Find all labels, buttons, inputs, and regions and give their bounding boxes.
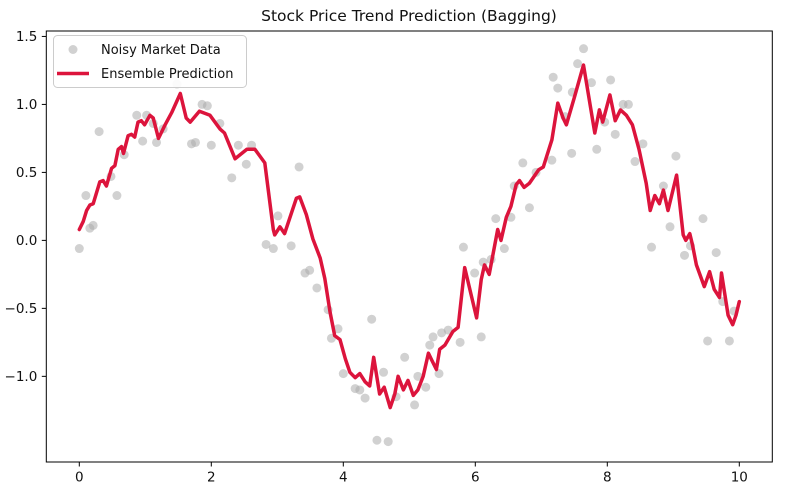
scatter-point [524, 203, 534, 213]
scatter-point [548, 72, 558, 82]
x-tick-label: 4 [339, 470, 348, 486]
scatter-point [206, 140, 216, 150]
scatter-point [247, 140, 257, 150]
scatter-point [499, 244, 509, 254]
scatter-point [333, 324, 343, 334]
scatter-point [268, 244, 278, 254]
scatter-point [233, 140, 243, 150]
scatter-point [355, 385, 365, 395]
scatter-point [410, 400, 420, 410]
scatter-point [553, 83, 563, 93]
scatter-point [470, 268, 480, 278]
scatter-point [567, 148, 577, 158]
y-tick-label: −0.5 [5, 301, 38, 317]
scatter-point [623, 99, 633, 109]
scatter-point [665, 222, 675, 232]
scatter-point [458, 242, 468, 252]
scatter-point [367, 314, 377, 324]
y-tick-label: 1.0 [16, 97, 37, 113]
scatter-point [724, 336, 734, 346]
scatter-point [547, 155, 557, 165]
scatter-point [360, 393, 370, 403]
scatter-point [421, 382, 431, 392]
x-tick-label: 6 [471, 470, 480, 486]
scatter-point [518, 158, 528, 168]
scatter-point [428, 332, 438, 342]
scatter-point [81, 191, 91, 201]
scatter-point [94, 127, 104, 137]
scatter-point [305, 265, 315, 275]
scatter-point [680, 250, 690, 260]
prediction-line-series [77, 63, 742, 410]
x-tick-label: 8 [603, 470, 612, 486]
scatter-point [658, 181, 668, 191]
y-tick-label: 0.5 [16, 165, 37, 181]
scatter-point [647, 242, 657, 252]
scatter-point [671, 151, 681, 161]
scatter-point [227, 173, 237, 183]
scatter-point [606, 75, 616, 85]
legend-label-ensemble-prediction: Ensemble Prediction [101, 67, 233, 82]
ensemble-prediction-line [77, 63, 742, 410]
scatter-point [294, 162, 304, 172]
scatter-point [434, 369, 444, 379]
scatter-point [132, 110, 142, 120]
scatter-point [273, 211, 283, 221]
scatter-point [286, 241, 296, 251]
axes-spines [45, 30, 773, 463]
scatter-point [241, 159, 251, 169]
x-tick-label: 10 [731, 470, 748, 486]
scatter-point [413, 371, 423, 381]
x-axis-ticks: 0 2 4 6 8 10 [75, 462, 748, 486]
scatter-point [190, 137, 200, 147]
scatter-point [383, 437, 393, 447]
scatter-point [138, 136, 148, 146]
scatter-point [630, 157, 640, 167]
scatter-point [698, 214, 708, 224]
scatter-point [312, 283, 322, 293]
y-tick-label: −1.0 [5, 369, 38, 385]
scatter-point [425, 340, 435, 350]
scatter-point [491, 214, 501, 224]
y-tick-label: 0.0 [16, 233, 37, 249]
scatter-point [88, 220, 98, 230]
scatter-point [74, 244, 84, 254]
scatter-point [379, 367, 389, 377]
scatter-point [586, 78, 596, 88]
legend-box [53, 35, 247, 88]
x-tick-label: 0 [75, 470, 84, 486]
scatter-point [338, 369, 348, 379]
legend: Noisy Market Data Ensemble Prediction [53, 35, 247, 88]
x-tick-label: 2 [207, 470, 216, 486]
legend-scatter-marker-icon [68, 45, 78, 54]
scatter-point [112, 191, 122, 201]
scatter-point [592, 144, 602, 154]
scatter-point [476, 332, 486, 342]
scatter-point [638, 139, 648, 149]
y-axis-ticks: −1.0 −0.5 0.0 0.5 1.0 1.5 [5, 29, 47, 385]
scatter-point [372, 435, 382, 445]
scatter-point [261, 239, 271, 249]
scatter-point [579, 44, 589, 54]
scatter-point [202, 101, 212, 111]
scatter-point [711, 248, 721, 258]
scatter-point [152, 137, 162, 147]
scatter-point [703, 336, 713, 346]
y-tick-label: 1.5 [16, 29, 37, 45]
scatter-point [610, 129, 620, 139]
scatter-point [455, 337, 465, 347]
scatter-point [400, 352, 410, 362]
scatter-point [573, 59, 583, 69]
legend-label-noisy-market-data: Noisy Market Data [101, 43, 221, 58]
chart-title: Stock Price Trend Prediction (Bagging) [261, 7, 557, 25]
